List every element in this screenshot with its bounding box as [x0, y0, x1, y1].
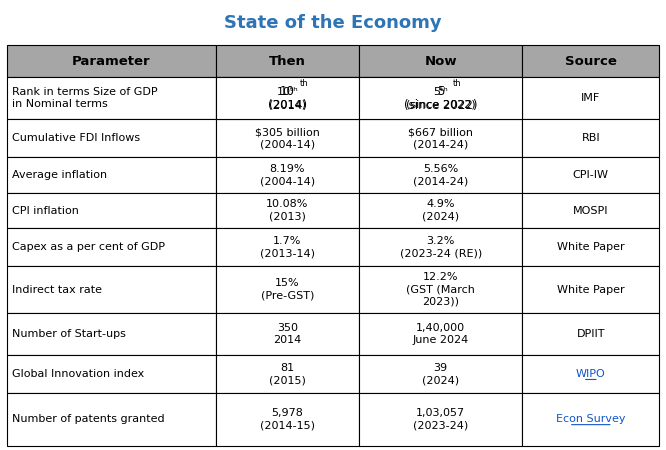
Text: 5ᵗʰ
(since 2022): 5ᵗʰ (since 2022): [406, 87, 476, 109]
Text: 5,978
(2014-15): 5,978 (2014-15): [260, 408, 315, 431]
Bar: [359, 119, 522, 157]
Text: 5.56%
(2014-24): 5.56% (2014-24): [413, 164, 468, 186]
Bar: [522, 77, 659, 119]
Text: 8.19%
(2004-14): 8.19% (2004-14): [260, 164, 315, 186]
Bar: [216, 355, 359, 393]
Bar: [522, 119, 659, 157]
Text: 1,03,057
(2023-24): 1,03,057 (2023-24): [413, 408, 468, 431]
Bar: [216, 157, 359, 193]
Bar: [7, 393, 216, 446]
Bar: [7, 313, 216, 355]
Text: Now: Now: [424, 54, 457, 68]
Bar: [359, 193, 522, 228]
Text: 10.08%
(2013): 10.08% (2013): [266, 199, 308, 222]
Text: $667 billion
(2014-24): $667 billion (2014-24): [408, 127, 473, 149]
Text: Cumulative FDI Inflows: Cumulative FDI Inflows: [12, 133, 140, 143]
Bar: [216, 393, 359, 446]
Text: White Paper: White Paper: [557, 242, 625, 252]
Text: 10: 10: [280, 86, 295, 99]
Bar: [216, 266, 359, 313]
Bar: [216, 45, 359, 77]
Text: White Paper: White Paper: [557, 284, 625, 295]
Text: IMF: IMF: [581, 93, 601, 103]
Text: CPI-IW: CPI-IW: [573, 170, 609, 180]
Bar: [7, 157, 216, 193]
Bar: [522, 193, 659, 228]
Bar: [7, 193, 216, 228]
Text: 39
(2024): 39 (2024): [422, 363, 460, 385]
Text: 15%
(Pre-GST): 15% (Pre-GST): [260, 279, 314, 301]
Text: 12.2%
(GST (March
2023)): 12.2% (GST (March 2023)): [406, 272, 475, 307]
Text: Parameter: Parameter: [72, 54, 151, 68]
Bar: [359, 228, 522, 266]
Text: Number of patents granted: Number of patents granted: [12, 414, 165, 424]
Text: State of the Economy: State of the Economy: [224, 14, 442, 32]
Text: Source: Source: [565, 54, 617, 68]
Text: 4.9%
(2024): 4.9% (2024): [422, 199, 460, 222]
Text: 3.2%
(2023-24 (RE)): 3.2% (2023-24 (RE)): [400, 236, 482, 258]
Bar: [216, 119, 359, 157]
Bar: [522, 45, 659, 77]
Bar: [522, 313, 659, 355]
Bar: [359, 355, 522, 393]
Bar: [522, 157, 659, 193]
Bar: [359, 45, 522, 77]
Bar: [359, 393, 522, 446]
Text: Average inflation: Average inflation: [12, 170, 107, 180]
Bar: [216, 77, 359, 119]
Text: Capex as a per cent of GDP: Capex as a per cent of GDP: [12, 242, 165, 252]
Text: Rank in terms Size of GDP
in Nominal terms: Rank in terms Size of GDP in Nominal ter…: [12, 87, 158, 109]
Text: WIPO: WIPO: [576, 369, 605, 379]
Text: 5: 5: [437, 86, 444, 99]
Bar: [359, 266, 522, 313]
Bar: [7, 355, 216, 393]
Text: $305 billion
(2004-14): $305 billion (2004-14): [255, 127, 320, 149]
Text: CPI inflation: CPI inflation: [12, 206, 79, 216]
Bar: [7, 119, 216, 157]
Bar: [7, 266, 216, 313]
Text: DPIIT: DPIIT: [577, 329, 605, 339]
Text: 1,40,000
June 2024: 1,40,000 June 2024: [412, 323, 469, 345]
Text: 81
(2015): 81 (2015): [269, 363, 306, 385]
Text: th: th: [300, 79, 308, 88]
Bar: [7, 228, 216, 266]
Bar: [522, 355, 659, 393]
Bar: [216, 228, 359, 266]
Text: MOSPI: MOSPI: [573, 206, 609, 216]
Text: Indirect tax rate: Indirect tax rate: [12, 284, 102, 295]
Text: Number of Start-ups: Number of Start-ups: [12, 329, 126, 339]
Text: 1.7%
(2013-14): 1.7% (2013-14): [260, 236, 315, 258]
Bar: [522, 393, 659, 446]
Bar: [359, 77, 522, 119]
Text: Econ Survey: Econ Survey: [556, 414, 625, 424]
Bar: [7, 45, 216, 77]
Bar: [359, 77, 522, 119]
Bar: [216, 77, 359, 119]
Bar: [522, 266, 659, 313]
Text: th: th: [453, 79, 462, 88]
Text: (since 2022): (since 2022): [404, 99, 478, 112]
Bar: [359, 313, 522, 355]
Bar: [7, 77, 216, 119]
Text: 350
2014: 350 2014: [273, 323, 302, 345]
Bar: [359, 157, 522, 193]
Bar: [216, 193, 359, 228]
Text: 10ᵗʰ
(2014): 10ᵗʰ (2014): [269, 87, 306, 109]
Bar: [522, 228, 659, 266]
Text: (2014): (2014): [268, 99, 307, 112]
Text: Global Innovation index: Global Innovation index: [12, 369, 145, 379]
Text: Then: Then: [269, 54, 306, 68]
Text: RBI: RBI: [581, 133, 600, 143]
Bar: [216, 313, 359, 355]
